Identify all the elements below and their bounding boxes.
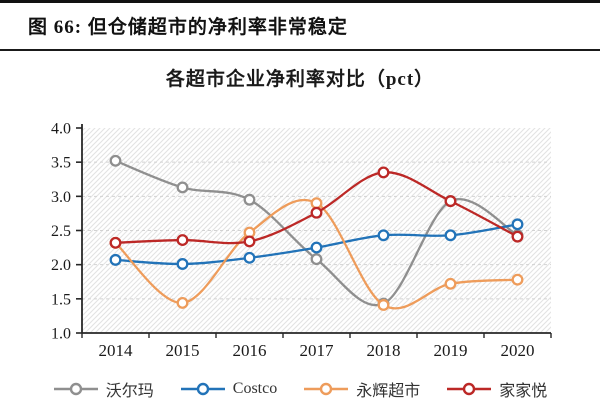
series-walmart-marker-2015: [176, 181, 189, 194]
legend-item-jiajiayue: 家家悦: [446, 377, 547, 401]
top-border-rule: [0, 0, 600, 3]
x-tick-label-2014: 2014: [99, 341, 134, 360]
series-jiajiayue-marker-2017: [310, 206, 323, 219]
figure-caption: 图 66: 但仓储超市的净利率非常稳定: [28, 17, 348, 38]
series-walmart-marker-2014: [109, 154, 122, 167]
y-tick-label-3.5: 3.5: [51, 155, 71, 172]
series-jiajiayue-marker-2014: [109, 236, 122, 249]
series-walmart-marker-2016: [243, 193, 256, 206]
legend-marker-icon-yonghui: [304, 382, 349, 396]
x-tick-label-2018: 2018: [367, 341, 401, 360]
y-tick-label-2.5: 2.5: [51, 223, 71, 240]
series-costco-marker-2017: [310, 241, 323, 254]
line-chart: 1.0 1.5 2.0 2.5 3.0 3.5 4.0 2014 2015 2016 2017 201…: [51, 121, 552, 360]
series-walmart-marker-2017: [310, 253, 323, 266]
series-costco-marker-2018: [377, 229, 390, 242]
y-tick-label-1.5: 1.5: [51, 291, 71, 308]
legend-marker-icon-walmart: [53, 382, 98, 396]
x-tick-label-2016: 2016: [233, 341, 267, 360]
series-jiajiayue-marker-2019: [444, 195, 457, 208]
legend-item-yonghui: 永辉超市: [303, 377, 420, 401]
series-jiajiayue-marker-2020: [511, 230, 524, 243]
legend-label-yonghui: 永辉超市: [356, 383, 421, 400]
x-tick-label-2020: 2020: [501, 341, 535, 360]
caption-divider-rule: [0, 49, 600, 51]
series-costco-marker-2015: [176, 258, 189, 270]
legend-marker-icon-jiajiayue: [447, 382, 492, 396]
y-tick-label-4.0: 4.0: [51, 121, 71, 138]
series-yonghui-marker-2020: [511, 273, 524, 286]
y-tick-label-2.0: 2.0: [51, 257, 71, 274]
series-yonghui-marker-2019: [444, 277, 457, 290]
legend-item-walmart: 沃尔玛: [53, 377, 154, 401]
legend-label-jiajiayue: 家家悦: [499, 383, 548, 400]
legend-label-walmart: 沃尔玛: [105, 383, 154, 400]
chart-title: 各超市企业净利率对比（pct）: [165, 69, 435, 90]
y-tick-label-3.0: 3.0: [51, 189, 71, 206]
series-jiajiayue-marker-2015: [176, 234, 189, 247]
legend-label-costco: Costco: [232, 380, 278, 397]
chart-legend: 沃尔玛 Costco 永辉超市 家家悦: [0, 377, 600, 401]
series-costco-marker-2016: [243, 251, 256, 264]
series-costco-marker-2020: [511, 218, 524, 231]
series-yonghui-marker-2018: [377, 299, 390, 311]
series-costco-marker-2019: [444, 229, 457, 242]
series-yonghui-marker-2015: [176, 296, 189, 309]
series-jiajiayue-marker-2018: [377, 166, 390, 179]
x-tick-label-2019: 2019: [434, 341, 468, 360]
x-tick-label-2015: 2015: [166, 341, 200, 360]
series-yonghui-marker-2017: [310, 197, 323, 210]
x-tick-label-2017: 2017: [300, 341, 335, 360]
y-tick-label-1.0: 1.0: [51, 326, 71, 343]
series-costco-marker-2014: [109, 253, 122, 266]
legend-marker-icon-costco: [180, 382, 225, 396]
legend-item-costco: Costco: [180, 380, 277, 398]
series-jiajiayue-marker-2016: [243, 235, 256, 248]
